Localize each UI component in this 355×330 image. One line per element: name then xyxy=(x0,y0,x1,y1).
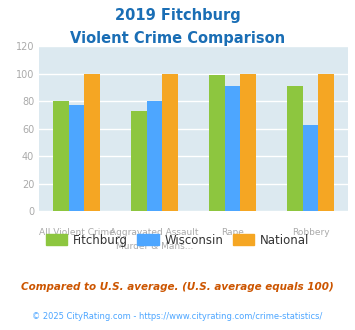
Bar xyxy=(162,74,178,211)
Text: 2019 Fitchburg: 2019 Fitchburg xyxy=(115,8,240,23)
Bar xyxy=(240,74,256,211)
Text: All Violent Crime: All Violent Crime xyxy=(39,228,114,237)
Legend: Fitchburg, Wisconsin, National: Fitchburg, Wisconsin, National xyxy=(41,229,314,251)
Text: © 2025 CityRating.com - https://www.cityrating.com/crime-statistics/: © 2025 CityRating.com - https://www.city… xyxy=(32,312,323,321)
Bar xyxy=(69,105,84,211)
Bar xyxy=(318,74,334,211)
Text: Murder & Mans...: Murder & Mans... xyxy=(116,242,193,251)
Text: Rape: Rape xyxy=(221,228,244,237)
Text: Compared to U.S. average. (U.S. average equals 100): Compared to U.S. average. (U.S. average … xyxy=(21,282,334,292)
Bar xyxy=(303,124,318,211)
Bar xyxy=(225,86,240,211)
Bar xyxy=(131,111,147,211)
Bar xyxy=(84,74,100,211)
Bar xyxy=(287,86,303,211)
Bar xyxy=(53,101,69,211)
Text: Aggravated Assault: Aggravated Assault xyxy=(110,228,199,237)
Bar xyxy=(209,75,225,211)
Text: Robbery: Robbery xyxy=(292,228,329,237)
Bar xyxy=(147,101,162,211)
Text: Violent Crime Comparison: Violent Crime Comparison xyxy=(70,31,285,46)
